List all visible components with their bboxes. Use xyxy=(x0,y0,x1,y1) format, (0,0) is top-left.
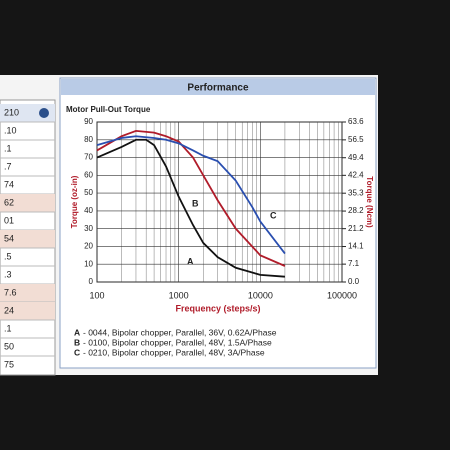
x-tick-label: 100000 xyxy=(327,290,357,300)
legend-text: - 0100, Bipolar chopper, Parallel, 48V, … xyxy=(83,337,272,347)
y-tick-label: 10 xyxy=(84,259,93,268)
series-annotation: B xyxy=(192,198,199,208)
y-tick-label: 90 xyxy=(84,117,93,126)
legend-key: A xyxy=(74,327,80,337)
row-cell: 62 xyxy=(4,197,14,207)
y2-tick-label: 21.2 xyxy=(348,224,364,233)
chart-title: Motor Pull-Out Torque xyxy=(66,105,151,114)
y2-tick-label: 56.5 xyxy=(348,135,364,144)
row-cell: .7 xyxy=(4,161,12,171)
y-tick-label: 20 xyxy=(84,242,93,251)
row-bg xyxy=(0,302,55,320)
y-axis-title: Torque (oz-in) xyxy=(70,175,79,228)
tab-icon xyxy=(39,108,49,118)
y-tick-label: 60 xyxy=(84,170,93,179)
row-bg xyxy=(0,230,55,248)
x-tick-label: 10000 xyxy=(248,290,273,300)
row-cell: 50 xyxy=(4,341,14,351)
y2-tick-label: 7.1 xyxy=(348,259,360,268)
panel-header xyxy=(61,79,375,95)
series-annotation: C xyxy=(270,210,277,220)
y2-axis-title: Torque (Ncm) xyxy=(365,176,374,228)
row-cell: 24 xyxy=(4,305,14,315)
x-tick-label: 1000 xyxy=(169,290,189,300)
y-tick-label: 80 xyxy=(84,135,93,144)
y2-tick-label: 28.2 xyxy=(348,206,364,215)
legend-text: - 0044, Bipolar chopper, Parallel, 36V, … xyxy=(83,327,277,337)
row-cell: 74 xyxy=(4,179,14,189)
row-bg xyxy=(0,284,55,302)
series-line xyxy=(96,135,286,255)
y2-tick-label: 0.0 xyxy=(348,277,360,286)
series-line xyxy=(96,138,285,278)
y2-tick-label: 63.6 xyxy=(348,117,364,126)
x-axis-title: Frequency (steps/s) xyxy=(175,303,260,313)
left-tab xyxy=(0,104,55,122)
legend-key: B xyxy=(74,337,80,347)
y-tick-label: 30 xyxy=(84,224,93,233)
y2-tick-label: 14.1 xyxy=(348,242,364,251)
y2-tick-label: 35.3 xyxy=(348,188,364,197)
y-tick-label: 40 xyxy=(84,206,93,215)
x-tick-label: 100 xyxy=(89,290,104,300)
panel-title: Performance xyxy=(187,83,249,94)
y2-tick-label: 49.4 xyxy=(348,153,364,162)
legend-key: C xyxy=(74,347,80,357)
legend-text: - 0210, Bipolar chopper, Parallel, 48V, … xyxy=(83,347,265,357)
row-cell: 7.6 xyxy=(4,287,17,297)
row-cell: .5 xyxy=(4,251,12,261)
series-line xyxy=(96,129,286,267)
series-annotation: A xyxy=(187,256,194,266)
row-cell: .3 xyxy=(4,269,12,279)
row-cell: .10 xyxy=(4,125,17,135)
row-cell: .1 xyxy=(4,323,12,333)
row-cell: 75 xyxy=(4,359,14,369)
row-bg xyxy=(0,194,55,212)
y2-tick-label: 42.4 xyxy=(348,170,364,179)
row-cell: 54 xyxy=(4,233,14,243)
y-tick-label: 50 xyxy=(84,188,93,197)
left-tab-label: 210 xyxy=(4,107,19,117)
y-tick-label: 0 xyxy=(89,277,94,286)
y-tick-label: 70 xyxy=(84,153,93,162)
row-cell: .1 xyxy=(4,143,12,153)
row-cell: 01 xyxy=(4,215,14,225)
